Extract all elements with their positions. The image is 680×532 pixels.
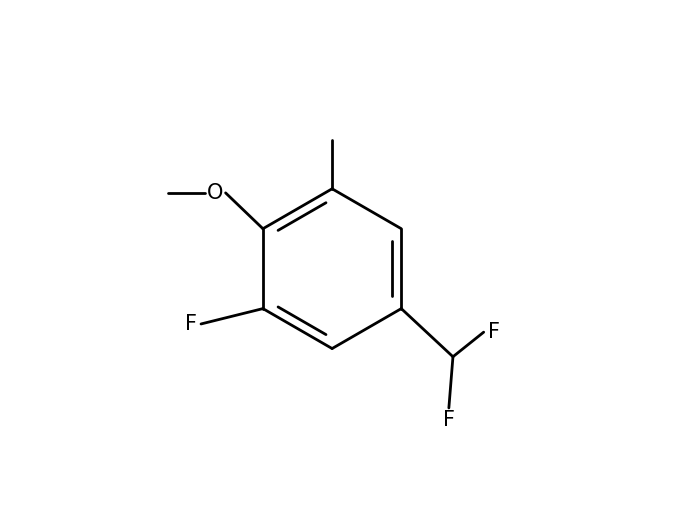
Text: F: F: [488, 322, 500, 342]
Text: O: O: [207, 183, 224, 203]
Text: F: F: [185, 314, 197, 334]
Text: F: F: [443, 410, 455, 430]
